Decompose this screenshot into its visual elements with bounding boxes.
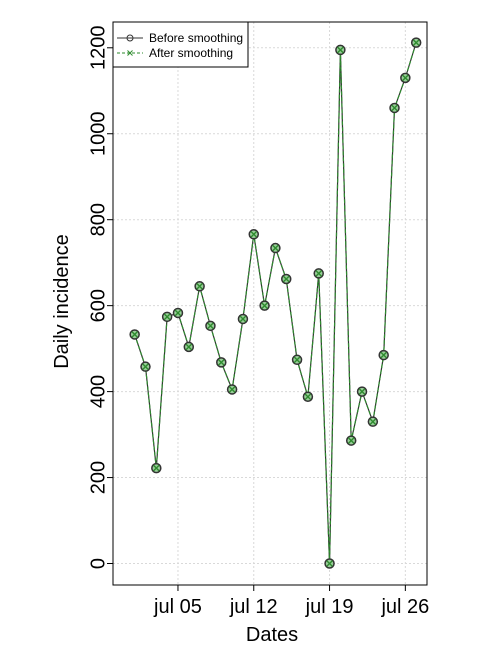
data-point-after-smoothing	[228, 386, 236, 393]
x-marker-stroke	[142, 363, 149, 370]
legend: Before smoothing After smoothing	[112, 21, 249, 68]
series	[129, 37, 422, 569]
data-point-after-smoothing	[207, 322, 214, 330]
legend-marker-after	[127, 50, 133, 56]
y-tick-label: 800	[87, 203, 109, 236]
x-marker-stroke	[282, 275, 290, 283]
x-marker-stroke	[196, 283, 203, 290]
grid-lines	[113, 22, 427, 585]
data-point-after-smoothing	[153, 464, 160, 472]
x-marker-stroke	[326, 560, 333, 567]
x-marker-stroke	[185, 343, 193, 351]
x-tick-label: jul 12	[229, 596, 278, 618]
data-point-after-smoothing	[217, 359, 225, 366]
x-marker-stroke	[337, 46, 344, 54]
x-marker-stroke	[412, 39, 420, 46]
data-point-after-smoothing	[185, 343, 193, 351]
y-tick-label: 1200	[87, 26, 109, 70]
y-tick-label: 0	[87, 558, 109, 569]
series-line-before-smoothing	[134, 42, 417, 564]
x-marker-stroke	[239, 315, 247, 323]
x-marker-stroke	[358, 388, 366, 395]
data-point-after-smoothing	[131, 331, 138, 338]
plot-frame	[112, 21, 428, 586]
y-tick-label: 200	[87, 461, 109, 494]
legend-marker-before	[126, 34, 134, 42]
x-marker-stroke	[131, 331, 138, 338]
data-point-after-smoothing	[358, 388, 366, 395]
x-marker-stroke	[163, 313, 171, 321]
x-marker-stroke	[228, 386, 236, 393]
x-marker-stroke	[402, 74, 409, 82]
x-marker-stroke	[261, 302, 268, 309]
y-axis-title: Daily incidence	[51, 234, 73, 369]
data-point-after-smoothing	[412, 39, 420, 46]
data-point-after-smoothing	[315, 270, 323, 277]
data-point-after-smoothing	[402, 74, 409, 82]
x-marker-stroke	[380, 351, 387, 359]
y-tick-label: 600	[87, 289, 109, 322]
x-marker-stroke	[315, 270, 323, 277]
y-tick-label: 1000	[87, 111, 109, 156]
data-point-after-smoothing	[196, 283, 203, 290]
legend-label-before: Before smoothing	[149, 31, 243, 45]
x-tick-label: jul 26	[380, 596, 429, 618]
data-point-after-smoothing	[261, 302, 268, 309]
x-marker-stroke	[272, 244, 279, 252]
axes: 0 200 400 600 800 1000 1200 jul 05 jul 12 jul 19 j…	[87, 26, 429, 618]
x-marker-stroke	[217, 359, 225, 366]
data-point-after-smoothing	[293, 356, 301, 364]
x-marker-stroke	[347, 437, 355, 444]
data-point-after-smoothing	[326, 560, 333, 567]
x-marker-stroke	[391, 104, 398, 112]
x-tick-label: jul 19	[305, 596, 354, 618]
x-marker-stroke	[250, 231, 258, 238]
legend-label-after: After smoothing	[149, 46, 233, 60]
x-marker-stroke	[153, 464, 160, 472]
data-point-after-smoothing	[347, 437, 355, 444]
data-point-after-smoothing	[380, 351, 387, 359]
x-marker-stroke	[127, 50, 133, 56]
legend-box	[112, 21, 249, 68]
data-point-after-smoothing	[163, 313, 171, 321]
x-marker-stroke	[174, 309, 182, 317]
x-axis-title: Dates	[246, 624, 298, 646]
data-point-after-smoothing	[272, 244, 279, 252]
series-line-after-smoothing	[134, 42, 417, 564]
x-marker-stroke	[293, 356, 301, 364]
data-point-after-smoothing	[369, 418, 377, 425]
data-point-after-smoothing	[142, 363, 149, 370]
data-point-after-smoothing	[337, 46, 344, 54]
data-point-after-smoothing	[391, 104, 398, 112]
x-tick-label: jul 05	[153, 596, 202, 618]
data-point-after-smoothing	[250, 231, 258, 238]
y-tick-label: 400	[87, 375, 109, 408]
data-point-after-smoothing	[174, 309, 182, 317]
data-point-after-smoothing	[282, 275, 290, 283]
data-point-after-smoothing	[304, 393, 312, 401]
data-point-after-smoothing	[239, 315, 247, 323]
x-marker-stroke	[304, 393, 312, 401]
x-marker-stroke	[369, 418, 377, 425]
x-marker-stroke	[207, 322, 214, 330]
